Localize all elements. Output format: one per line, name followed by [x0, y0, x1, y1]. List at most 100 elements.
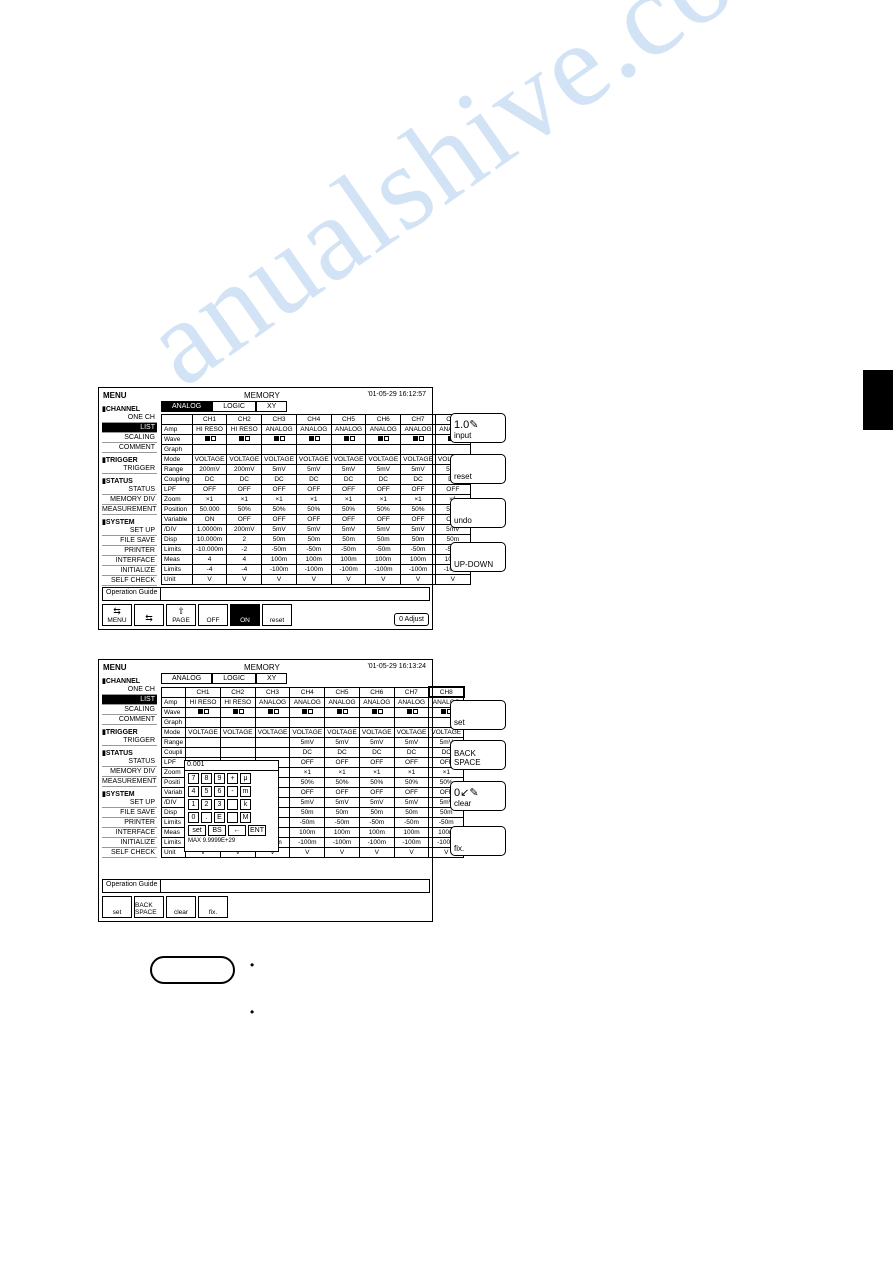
cell[interactable]: 200mV — [227, 525, 262, 535]
cell[interactable]: VOLTAGE — [186, 727, 221, 737]
cell[interactable]: HI RESO — [192, 425, 227, 435]
sidebar-item-self-check[interactable]: SELF CHECK — [102, 848, 157, 858]
cell[interactable]: VOLTAGE — [227, 455, 262, 465]
soft-button[interactable]: BACK SPACE — [134, 896, 164, 918]
cell[interactable] — [186, 717, 221, 727]
cell[interactable]: -100m — [366, 565, 401, 575]
cell[interactable]: -50m — [394, 817, 429, 827]
cell[interactable]: OFF — [227, 515, 262, 525]
cell[interactable]: OFF — [262, 485, 297, 495]
cell[interactable]: -50m — [359, 817, 394, 827]
keypad-key[interactable]: 8 — [201, 773, 212, 784]
col-header[interactable]: CH5 — [331, 415, 366, 425]
cell[interactable]: OFF — [296, 515, 331, 525]
keypad-key[interactable]: k — [240, 799, 251, 810]
sidebar-item-memory-div[interactable]: MEMORY DIV — [102, 767, 157, 777]
sidebar-item-file-save[interactable]: FILE SAVE — [102, 536, 157, 546]
cell[interactable]: VOLTAGE — [220, 727, 255, 737]
sidebar-item-printer[interactable]: PRINTER — [102, 546, 157, 556]
cell[interactable] — [296, 435, 331, 445]
cell[interactable] — [255, 737, 290, 747]
sidebar-item-scaling[interactable]: SCALING — [102, 433, 157, 443]
keypad-key[interactable] — [227, 812, 238, 823]
cell[interactable]: ON — [192, 515, 227, 525]
cell[interactable] — [220, 737, 255, 747]
keypad-key[interactable]: BS — [208, 825, 226, 836]
cell[interactable]: OFF — [401, 515, 436, 525]
cell[interactable] — [227, 435, 262, 445]
cell[interactable] — [359, 707, 394, 717]
cell[interactable]: -100m — [401, 565, 436, 575]
cell[interactable]: 50m — [331, 535, 366, 545]
cell[interactable]: 50m — [359, 807, 394, 817]
cell[interactable]: ×1 — [325, 767, 360, 777]
tab-logic[interactable]: LOGIC — [212, 673, 256, 684]
cell[interactable]: 100m — [290, 827, 325, 837]
cell[interactable]: V — [290, 847, 325, 857]
cell[interactable]: 100m — [366, 555, 401, 565]
cell[interactable]: V — [366, 575, 401, 585]
sidebar-item-interface[interactable]: INTERFACE — [102, 828, 157, 838]
cell[interactable]: DC — [331, 475, 366, 485]
tab-xy[interactable]: XY — [256, 673, 287, 684]
cell[interactable]: 50% — [401, 505, 436, 515]
col-header[interactable]: CH7 — [394, 687, 429, 697]
col-header[interactable]: CH5 — [325, 687, 360, 697]
cell[interactable] — [366, 435, 401, 445]
cell[interactable]: 100m — [296, 555, 331, 565]
cell[interactable]: OFF — [401, 485, 436, 495]
cell[interactable]: OFF — [331, 515, 366, 525]
cell[interactable]: -50m — [325, 817, 360, 827]
keypad-key[interactable]: . — [201, 812, 212, 823]
cell[interactable]: V — [331, 575, 366, 585]
cell[interactable]: 100m — [359, 827, 394, 837]
cell[interactable]: ×1 — [192, 495, 227, 505]
cell[interactable]: 4 — [192, 555, 227, 565]
sidebar-item-file-save[interactable]: FILE SAVE — [102, 808, 157, 818]
cell[interactable]: ANALOG — [325, 697, 360, 707]
cell[interactable]: 100m — [262, 555, 297, 565]
soft-button[interactable]: fix. — [198, 896, 228, 918]
keypad-key[interactable]: 6 — [214, 786, 225, 797]
sidebar-item-status[interactable]: STATUS — [102, 485, 157, 495]
numeric-keypad[interactable]: 0.001 789+μ456-m123k0.EM setBS←ENT MAX 9… — [184, 760, 279, 852]
cell[interactable] — [394, 707, 429, 717]
cell[interactable]: -50m — [331, 545, 366, 555]
cell[interactable]: ×1 — [296, 495, 331, 505]
sidebar-item-self-check[interactable]: SELF CHECK — [102, 576, 157, 586]
cell[interactable]: OFF — [394, 787, 429, 797]
cell[interactable]: OFF — [331, 485, 366, 495]
cell[interactable] — [296, 445, 331, 455]
keypad-key[interactable]: set — [188, 825, 206, 836]
soft-button[interactable]: ⇧PAGE — [166, 604, 196, 626]
cell[interactable] — [192, 445, 227, 455]
cell[interactable] — [359, 717, 394, 727]
soft-button[interactable]: clear — [166, 896, 196, 918]
col-header[interactable]: CH4 — [296, 415, 331, 425]
cell[interactable]: 5mV — [359, 737, 394, 747]
cell[interactable] — [186, 707, 221, 717]
cell[interactable]: VOLTAGE — [290, 727, 325, 737]
cell[interactable] — [186, 747, 221, 757]
cell[interactable]: 5mV — [262, 525, 297, 535]
cell[interactable]: 5mV — [325, 797, 360, 807]
cell[interactable]: 10.000m — [192, 535, 227, 545]
cell[interactable]: V — [296, 575, 331, 585]
cell[interactable]: ×1 — [401, 495, 436, 505]
cell[interactable] — [331, 435, 366, 445]
cell[interactable]: ANALOG — [255, 697, 290, 707]
col-header[interactable]: CH6 — [359, 687, 394, 697]
cell[interactable]: 50% — [325, 777, 360, 787]
cell[interactable]: -4 — [227, 565, 262, 575]
sidebar-item-status[interactable]: STATUS — [102, 757, 157, 767]
cell[interactable]: 5mV — [394, 797, 429, 807]
col-header[interactable]: CH1 — [192, 415, 227, 425]
cell[interactable]: -4 — [192, 565, 227, 575]
cell[interactable]: 50% — [366, 505, 401, 515]
keypad-key[interactable]: m — [240, 786, 251, 797]
tab-analog[interactable]: ANALOG — [161, 673, 212, 684]
col-header[interactable]: CH1 — [186, 687, 221, 697]
cell[interactable] — [394, 717, 429, 727]
keypad-key[interactable]: M — [240, 812, 251, 823]
cell[interactable]: 5mV — [262, 465, 297, 475]
